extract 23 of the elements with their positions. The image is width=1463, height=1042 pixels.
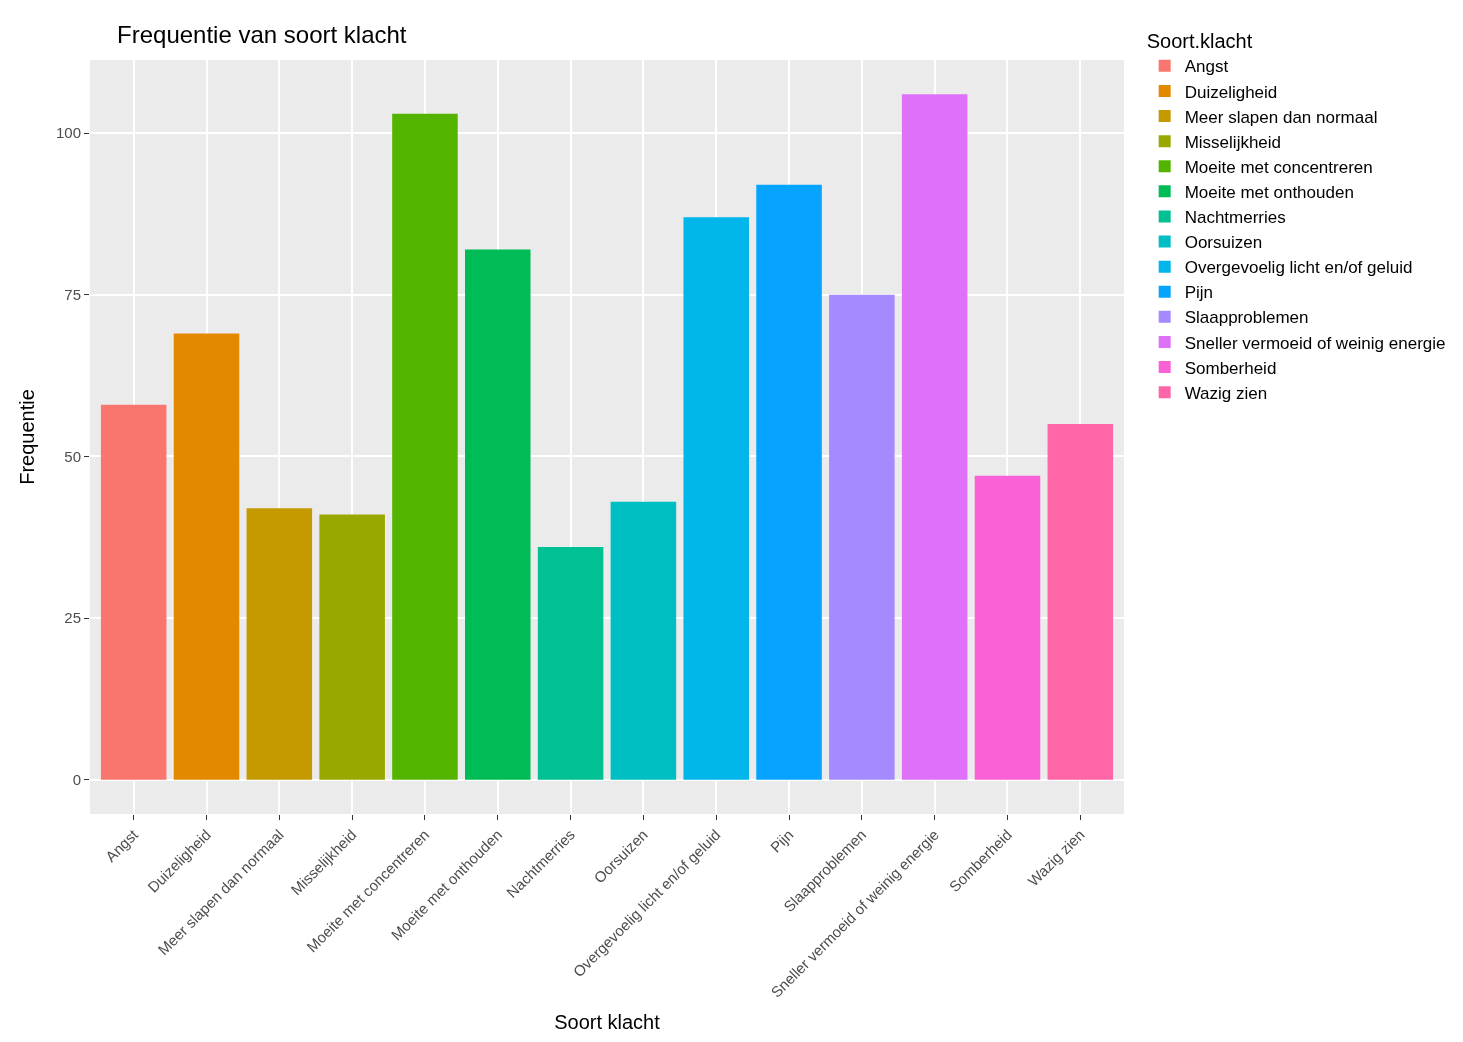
legend-label: Moeite met onthouden (1184, 182, 1354, 202)
legend-title: Soort.klacht (1146, 30, 1253, 53)
legend-label: Somberheid (1184, 358, 1277, 378)
y-tick-label: 0 (72, 770, 81, 788)
legend-label: Sneller vermoeid of weinig energie (1184, 333, 1446, 353)
legend-label: Angst (1184, 57, 1229, 77)
legend-label: Oorsuizen (1184, 233, 1263, 253)
y-axis-title: Frequentie (16, 389, 39, 485)
legend-label: Misselijkheid (1184, 132, 1282, 152)
x-axis-title: Soort klacht (554, 1011, 661, 1034)
y-tick-label: 100 (55, 124, 81, 142)
legend-label: Moeite met concentreren (1184, 157, 1373, 177)
legend-label: Nachtmerries (1184, 208, 1286, 228)
legend-label: Wazig zien (1184, 383, 1268, 403)
legend-label: Pijn (1184, 283, 1214, 303)
legend-label: Meer slapen dan normaal (1184, 107, 1378, 127)
y-tick-label: 25 (64, 609, 81, 627)
legend-label: Slaapproblemen (1184, 308, 1309, 328)
legend-label: Overgevoelig licht en/of geluid (1184, 258, 1413, 278)
legend-label: Duizeligheid (1184, 82, 1278, 102)
chart-title: Frequentie van soort klacht (117, 20, 407, 48)
y-tick-label: 50 (64, 447, 81, 465)
y-tick-label: 75 (64, 285, 81, 303)
